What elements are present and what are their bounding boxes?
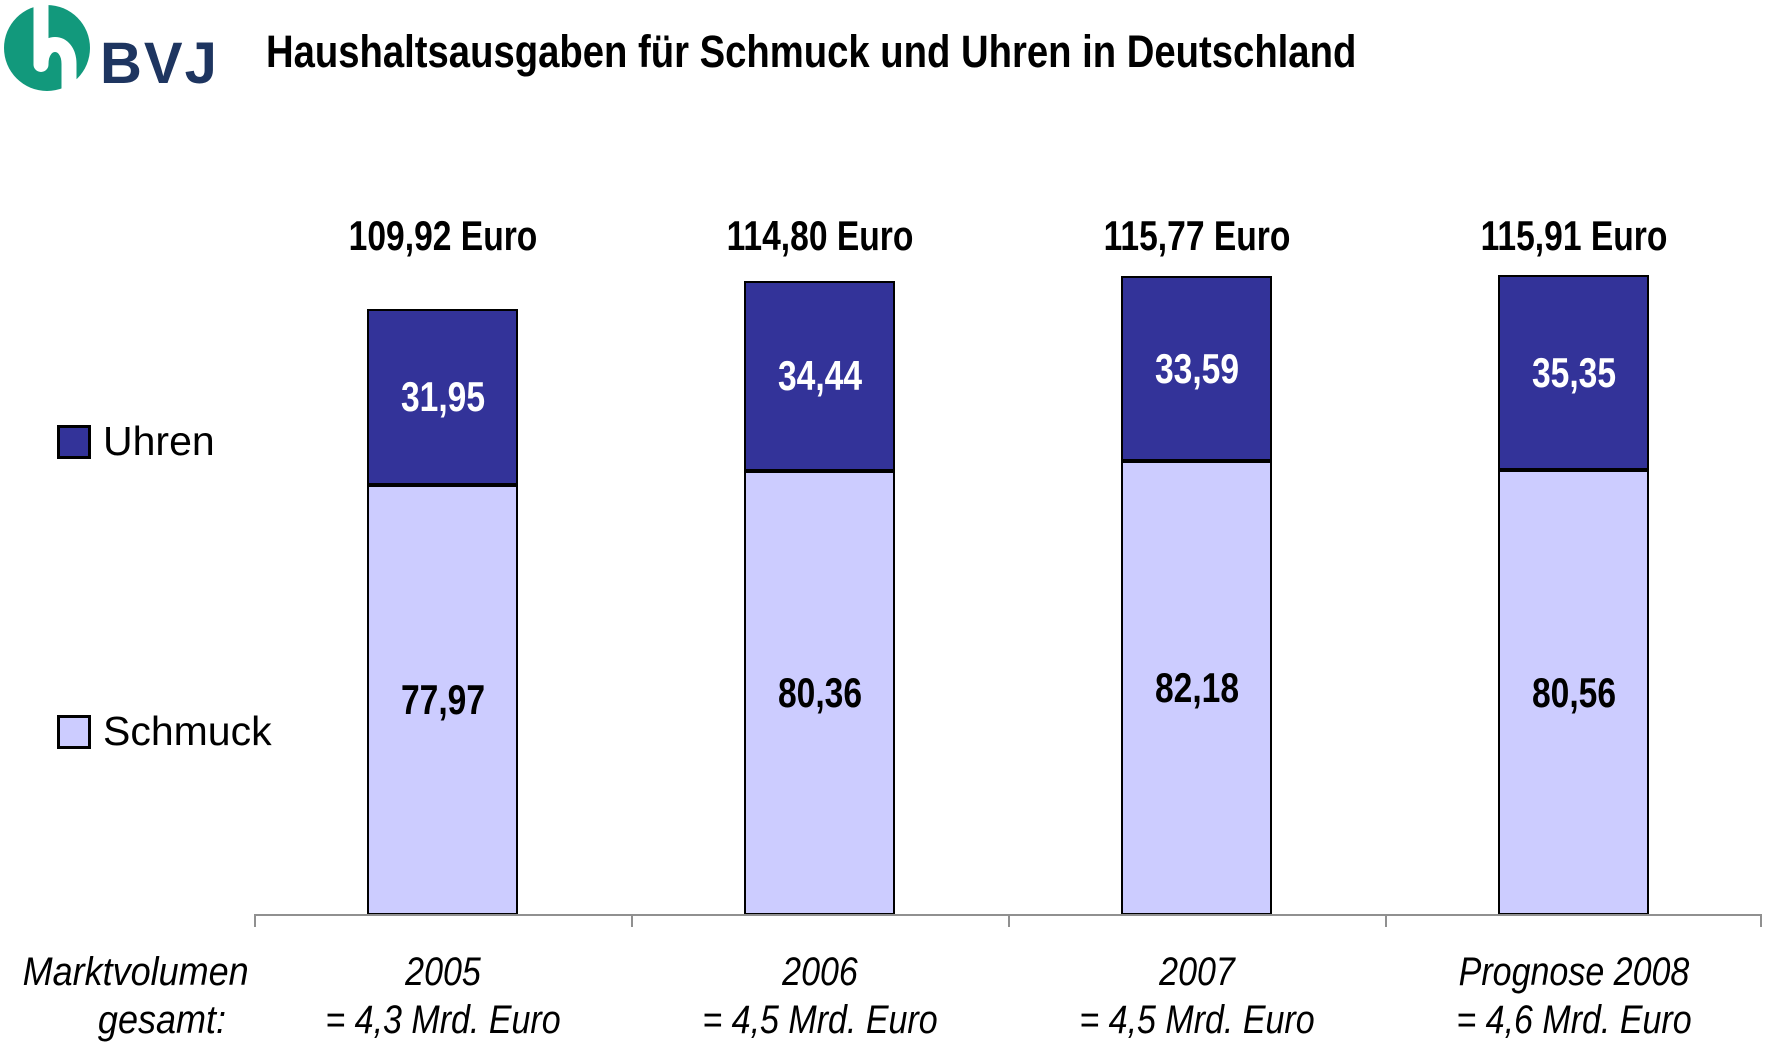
total-label-2006: 114,80 Euro [726,212,913,259]
footer-line1: Marktvolumen [22,950,249,994]
bar-segment-uhren-Prognose 2008 [1498,275,1649,470]
bar-segment-uhren-2007 [1121,276,1272,461]
value-label-schmuck-Prognose 2008: 80,56 [1531,668,1616,716]
logo-text: BVJ [100,31,219,96]
bar-segment-uhren-2006 [744,281,895,471]
value-label-schmuck-2007: 82,18 [1154,664,1239,711]
x-axis-tick-3 [1385,916,1387,927]
x-axis-tick-4 [1760,916,1762,927]
stacked-bar-2005 [367,309,518,915]
total-label-2007: 115,77 Euro [1103,212,1290,259]
category-label-2007: 2007 [1158,950,1235,994]
bvj-logo-icon [4,2,90,94]
category-label-2006: 2006 [781,950,858,994]
legend-item-schmuck: Schmuck [57,711,272,752]
bar-segment-uhren-2005 [367,309,518,485]
bar-segment-schmuck-2006 [744,471,895,915]
value-label-uhren-2005: 31,95 [400,373,485,420]
bar-segment-schmuck-Prognose 2008 [1498,470,1649,915]
category-label-2005: 2005 [404,950,481,994]
value-label-uhren-2006: 34,44 [777,352,862,399]
x-axis-line [254,914,1762,916]
category-sublabel-Prognose 2008: = 4,6 Mrd. Euro [1455,998,1692,1042]
stacked-bar-Prognose 2008 [1498,275,1649,915]
value-label-uhren-Prognose 2008: 35,35 [1531,348,1616,396]
total-label-Prognose 2008: 115,91 Euro [1480,212,1667,259]
bar-segment-schmuck-2005 [367,485,518,915]
page-title: Haushaltsausgaben für Schmuck und Uhren … [266,26,1357,77]
legend-label-uhren: Uhren [103,418,215,464]
x-axis-tick-2 [1008,916,1010,927]
legend-swatch-schmuck-icon [57,714,91,749]
value-label-schmuck-2006: 80,36 [777,669,862,716]
value-label-uhren-2007: 33,59 [1154,344,1239,392]
category-label-Prognose 2008: Prognose 2008 [1458,950,1689,994]
category-sublabel-2007: = 4,5 Mrd. Euro [1078,998,1315,1042]
bar-segment-schmuck-2007 [1121,461,1272,915]
value-label-schmuck-2005: 77,97 [400,676,485,723]
footer-market-volume-label: Marktvolumen gesamt: [22,948,249,1044]
stacked-bar-2007 [1121,276,1272,915]
stacked-bar-2006 [744,281,895,915]
total-label-2005: 109,92 Euro [348,212,537,259]
legend-swatch-uhren-icon [57,424,91,459]
x-axis-tick-1 [631,916,633,927]
category-sublabel-2006: = 4,5 Mrd. Euro [701,998,938,1042]
footer-line2: gesamt: [97,998,226,1042]
x-axis-tick-0 [254,916,256,927]
category-sublabel-2005: = 4,3 Mrd. Euro [324,998,561,1042]
legend-item-uhren: Uhren [57,421,215,462]
legend-label-schmuck: Schmuck [103,708,272,754]
